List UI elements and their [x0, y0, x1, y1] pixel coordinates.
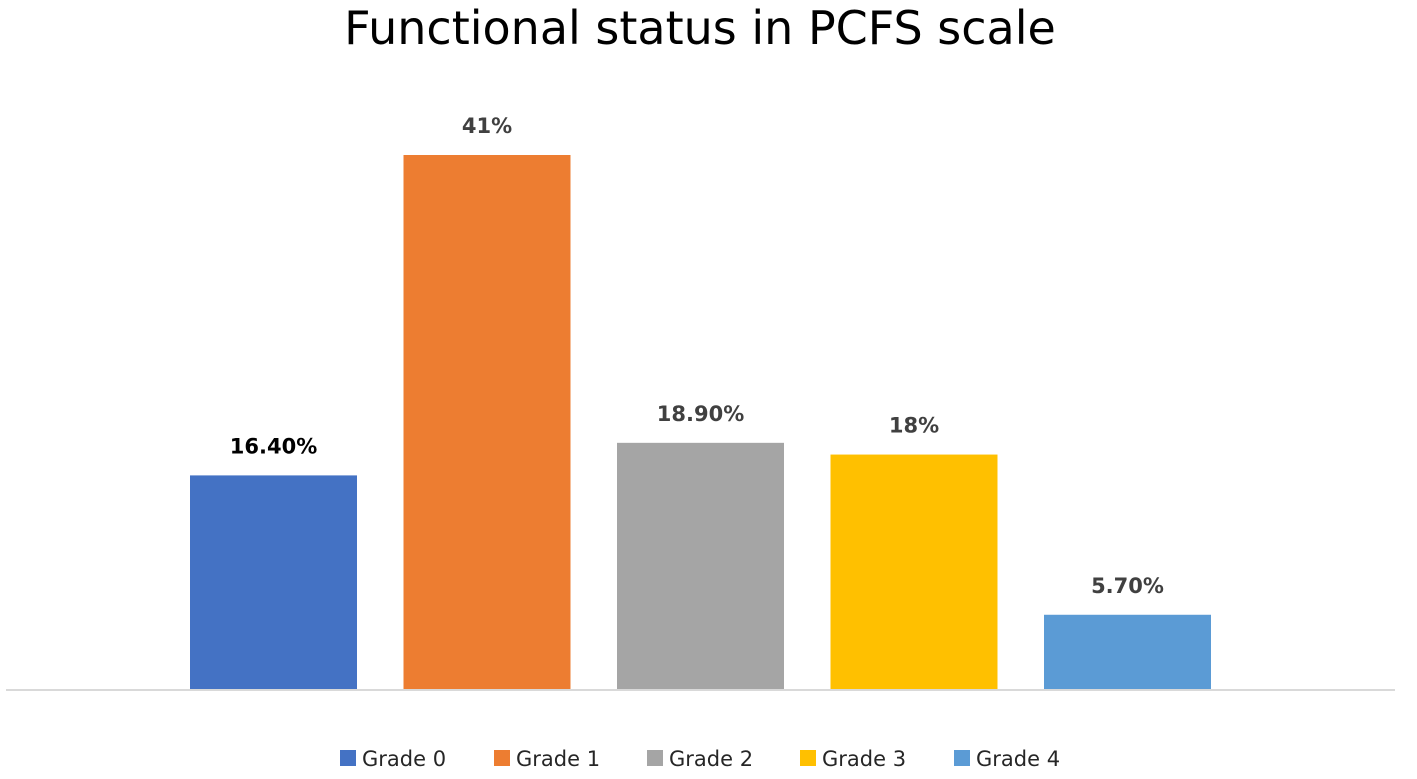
legend: Grade 0 Grade 1 Grade 2 Grade 3 Grade 4	[340, 747, 1060, 771]
data-label-grade-2: 18.90%	[657, 402, 744, 426]
bars-group	[190, 155, 1211, 689]
bar-grade-0	[190, 475, 357, 689]
legend-swatch-grade-1	[494, 750, 510, 766]
legend-label-grade-2: Grade 2	[669, 747, 753, 771]
data-label-grade-4: 5.70%	[1091, 574, 1164, 598]
legend-swatch-grade-3	[800, 750, 816, 766]
bar-grade-2	[617, 442, 784, 689]
data-labels-group: 16.40% 41% 18.90% 18% 5.70%	[230, 114, 1164, 598]
legend-label-grade-1: Grade 1	[516, 747, 600, 771]
chart-title: Functional status in PCFS scale	[344, 1, 1056, 55]
bar-grade-3	[830, 454, 998, 689]
bar-grade-1	[403, 155, 571, 689]
bar-grade-4	[1044, 614, 1211, 689]
legend-label-grade-0: Grade 0	[362, 747, 446, 771]
data-label-grade-3: 18%	[889, 414, 939, 438]
legend-swatch-grade-4	[954, 750, 970, 766]
data-label-grade-1: 41%	[462, 114, 512, 138]
legend-swatch-grade-0	[340, 750, 356, 766]
legend-label-grade-4: Grade 4	[976, 747, 1060, 771]
legend-label-grade-3: Grade 3	[822, 747, 906, 771]
data-label-grade-0: 16.40%	[230, 434, 317, 458]
legend-swatch-grade-2	[647, 750, 663, 766]
